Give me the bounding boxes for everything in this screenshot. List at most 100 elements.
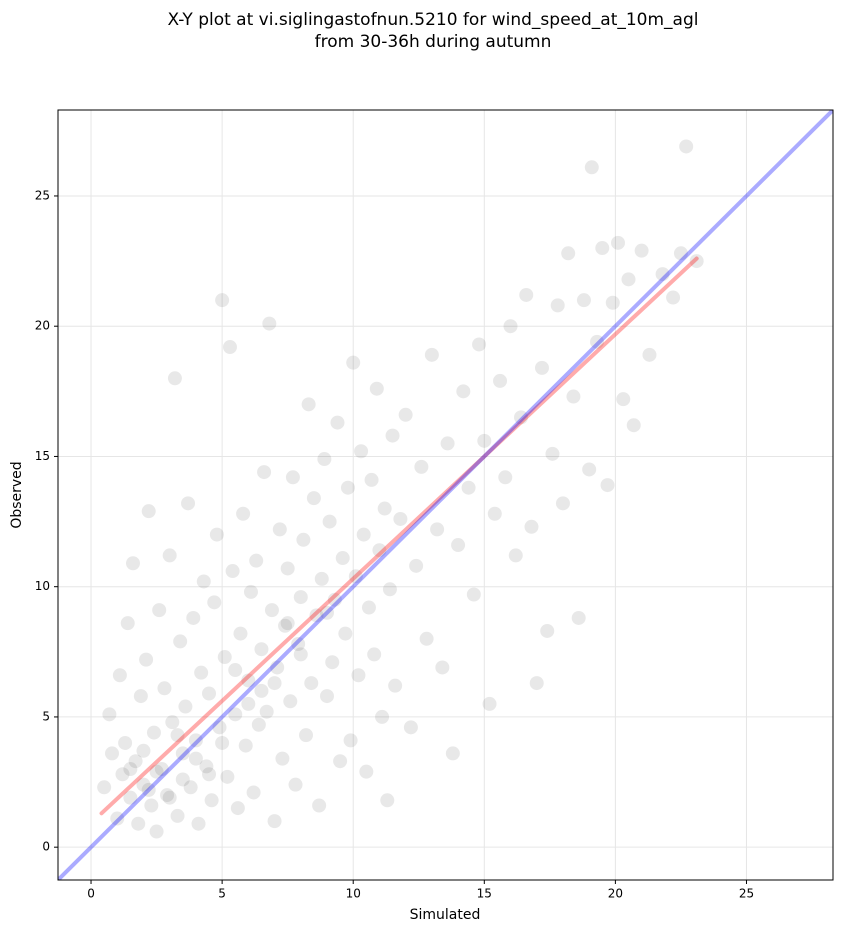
point — [424, 347, 439, 362]
point — [202, 686, 217, 701]
point — [689, 254, 704, 269]
point — [369, 381, 384, 396]
point — [666, 290, 681, 305]
point — [264, 603, 279, 618]
point — [293, 590, 308, 605]
y-tick-label: 20 — [35, 319, 50, 333]
point — [445, 746, 460, 761]
point — [246, 785, 261, 800]
x-tick-label: 0 — [87, 887, 95, 901]
point — [304, 676, 319, 691]
point — [191, 816, 206, 831]
point — [254, 683, 269, 698]
point — [120, 616, 135, 631]
point — [225, 564, 240, 579]
point — [233, 626, 248, 641]
point — [576, 293, 591, 308]
point — [414, 459, 429, 474]
point — [590, 334, 605, 349]
point — [595, 241, 610, 256]
point — [359, 764, 374, 779]
point — [296, 532, 311, 547]
chart-title: X-Y plot at vi.siglingastofnun.5210 for … — [167, 10, 698, 30]
x-tick-label: 15 — [477, 887, 492, 901]
point — [115, 767, 130, 782]
point — [456, 384, 471, 399]
x-tick-label: 20 — [608, 887, 623, 901]
point — [367, 647, 382, 662]
point — [679, 139, 694, 154]
point — [419, 631, 434, 646]
point — [204, 793, 219, 808]
point — [199, 759, 214, 774]
point — [267, 676, 282, 691]
point — [236, 506, 251, 521]
x-tick-label: 5 — [218, 887, 226, 901]
point — [364, 472, 379, 487]
point — [160, 788, 175, 803]
point — [241, 673, 256, 688]
y-tick-label: 15 — [35, 449, 50, 463]
point — [141, 782, 156, 797]
point — [372, 543, 387, 558]
point — [186, 610, 201, 625]
point — [175, 772, 190, 787]
point — [243, 584, 258, 599]
plot-frame — [57, 109, 834, 881]
point — [634, 243, 649, 258]
point — [340, 480, 355, 495]
point — [571, 610, 586, 625]
point — [524, 519, 539, 534]
point — [534, 360, 549, 375]
point — [584, 160, 599, 175]
point — [207, 595, 222, 610]
point — [487, 506, 502, 521]
point — [157, 681, 172, 696]
point — [215, 293, 230, 308]
point — [278, 618, 293, 633]
point — [280, 561, 295, 576]
point — [519, 287, 534, 302]
point — [306, 491, 321, 506]
point — [128, 754, 143, 769]
point — [272, 522, 287, 537]
point — [105, 746, 120, 761]
point — [461, 480, 476, 495]
point — [217, 650, 232, 665]
point — [212, 720, 227, 735]
point — [144, 798, 159, 813]
y-tick-label: 10 — [35, 579, 50, 593]
point — [582, 462, 597, 477]
point — [477, 433, 492, 448]
point — [139, 652, 154, 667]
y-axis-label: Observed — [9, 461, 25, 528]
point — [288, 777, 303, 792]
point — [430, 522, 445, 537]
point — [181, 496, 196, 511]
point — [451, 538, 466, 553]
point — [154, 762, 169, 777]
point — [238, 738, 253, 753]
point — [361, 600, 376, 615]
x-tick-label: 25 — [739, 887, 754, 901]
point — [170, 728, 185, 743]
point — [385, 428, 400, 443]
point — [123, 762, 138, 777]
y-tick-label: 5 — [42, 709, 50, 723]
point — [611, 235, 626, 250]
point — [440, 436, 455, 451]
point — [162, 790, 177, 805]
point — [503, 319, 518, 334]
point — [325, 655, 340, 670]
point — [319, 689, 334, 704]
point — [317, 452, 332, 467]
point — [228, 663, 243, 678]
point — [312, 798, 327, 813]
point — [301, 397, 316, 412]
point — [299, 728, 314, 743]
point — [285, 470, 300, 485]
point — [257, 465, 272, 480]
point — [322, 514, 337, 529]
point — [343, 733, 358, 748]
